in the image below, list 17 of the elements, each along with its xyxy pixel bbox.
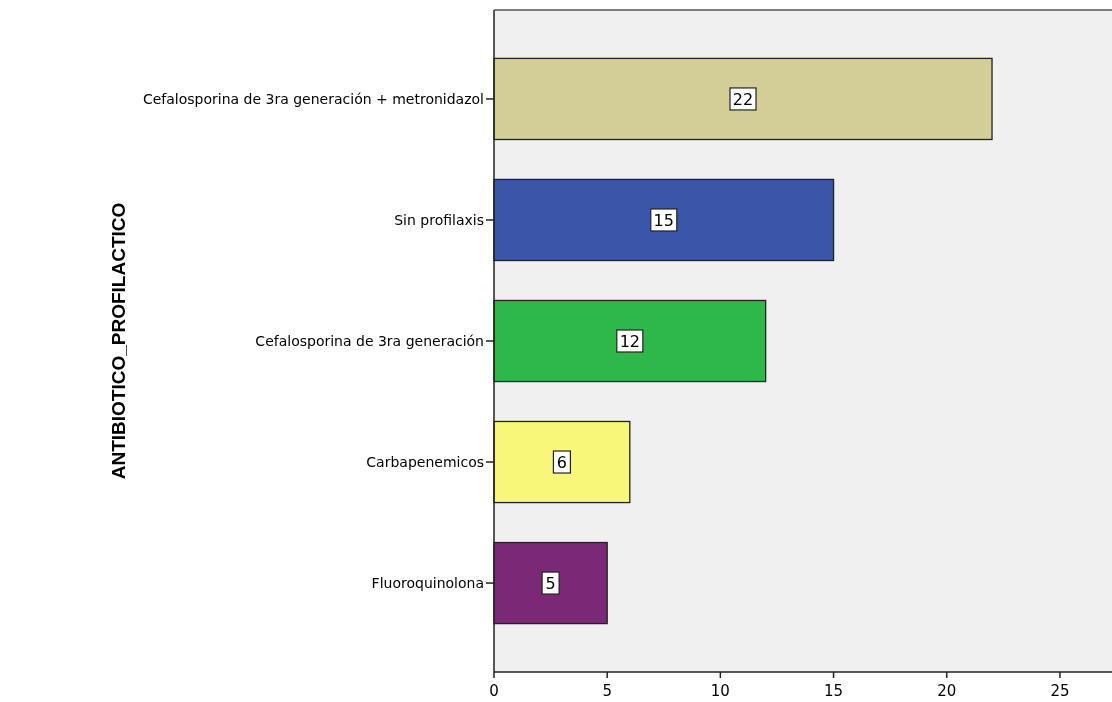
y-tick-label: Cefalosporina de 3ra generación + metronidazol bbox=[142, 90, 484, 107]
x-tick-label: 25 bbox=[1050, 682, 1070, 700]
x-tick-label: 10 bbox=[710, 682, 730, 700]
data-label: 6 bbox=[556, 453, 568, 473]
y-axis-title: ANTIBIOTICO_PROFILACTICO bbox=[108, 202, 129, 480]
data-label: 12 bbox=[619, 332, 640, 351]
y-tick-label: Fluoroquinolona bbox=[371, 575, 484, 592]
x-tick-label: 15 bbox=[824, 682, 844, 700]
data-label: 22 bbox=[732, 89, 754, 109]
data-label: 15 bbox=[653, 210, 674, 230]
data-label: 5 bbox=[545, 574, 556, 594]
y-tick-label: Sin profilaxis bbox=[394, 211, 484, 228]
x-tick-label: 20 bbox=[937, 682, 957, 700]
x-tick-label: 5 bbox=[602, 682, 612, 700]
y-tick-label: Cefalosporina de 3ra generación bbox=[255, 333, 484, 349]
y-tick-label: Carbapenemicos bbox=[366, 454, 484, 471]
x-tick-label: 0 bbox=[489, 682, 499, 700]
